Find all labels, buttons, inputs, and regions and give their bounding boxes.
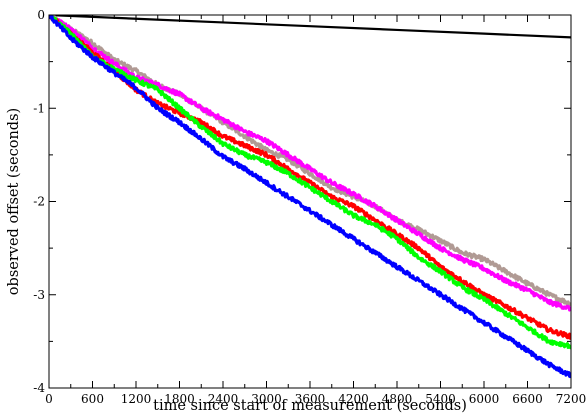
x-tick-label-12: 7200 bbox=[556, 392, 587, 406]
x-tick-label-11: 6600 bbox=[512, 392, 543, 406]
series-layer bbox=[49, 15, 571, 379]
tick-layer: 0 600 1200 1800 2400 3000 3600 4200 4800 5400 6000… bbox=[33, 8, 586, 406]
x-tick-label-10: 6000 bbox=[469, 392, 500, 406]
series-line-5 bbox=[49, 15, 571, 379]
x-axis-label: time since start of measurement (seconds… bbox=[153, 398, 467, 414]
y-axis-label: observed offset (seconds) bbox=[6, 108, 22, 295]
x-tick-label-7: 4200 bbox=[338, 392, 369, 406]
y-tick-label-1: -1 bbox=[33, 101, 45, 115]
y-tick-label-4: -4 bbox=[33, 381, 45, 395]
y-tick-label-2: -2 bbox=[33, 195, 45, 209]
series-line-4 bbox=[49, 15, 571, 350]
x-tick-label-6: 3600 bbox=[295, 392, 326, 406]
y-tick-label-3: -3 bbox=[33, 288, 45, 302]
y-tick-label-0: 0 bbox=[37, 8, 45, 22]
x-tick-label-0: 0 bbox=[45, 392, 53, 406]
x-tick-label-4: 2400 bbox=[208, 392, 239, 406]
series-line-1 bbox=[49, 15, 571, 307]
x-tick-label-5: 3000 bbox=[251, 392, 282, 406]
x-tick-label-9: 5400 bbox=[425, 392, 456, 406]
x-tick-label-8: 4800 bbox=[382, 392, 413, 406]
x-tick-label-3: 1800 bbox=[164, 392, 195, 406]
x-tick-label-1: 600 bbox=[81, 392, 104, 406]
x-tick-label-2: 1200 bbox=[121, 392, 152, 406]
